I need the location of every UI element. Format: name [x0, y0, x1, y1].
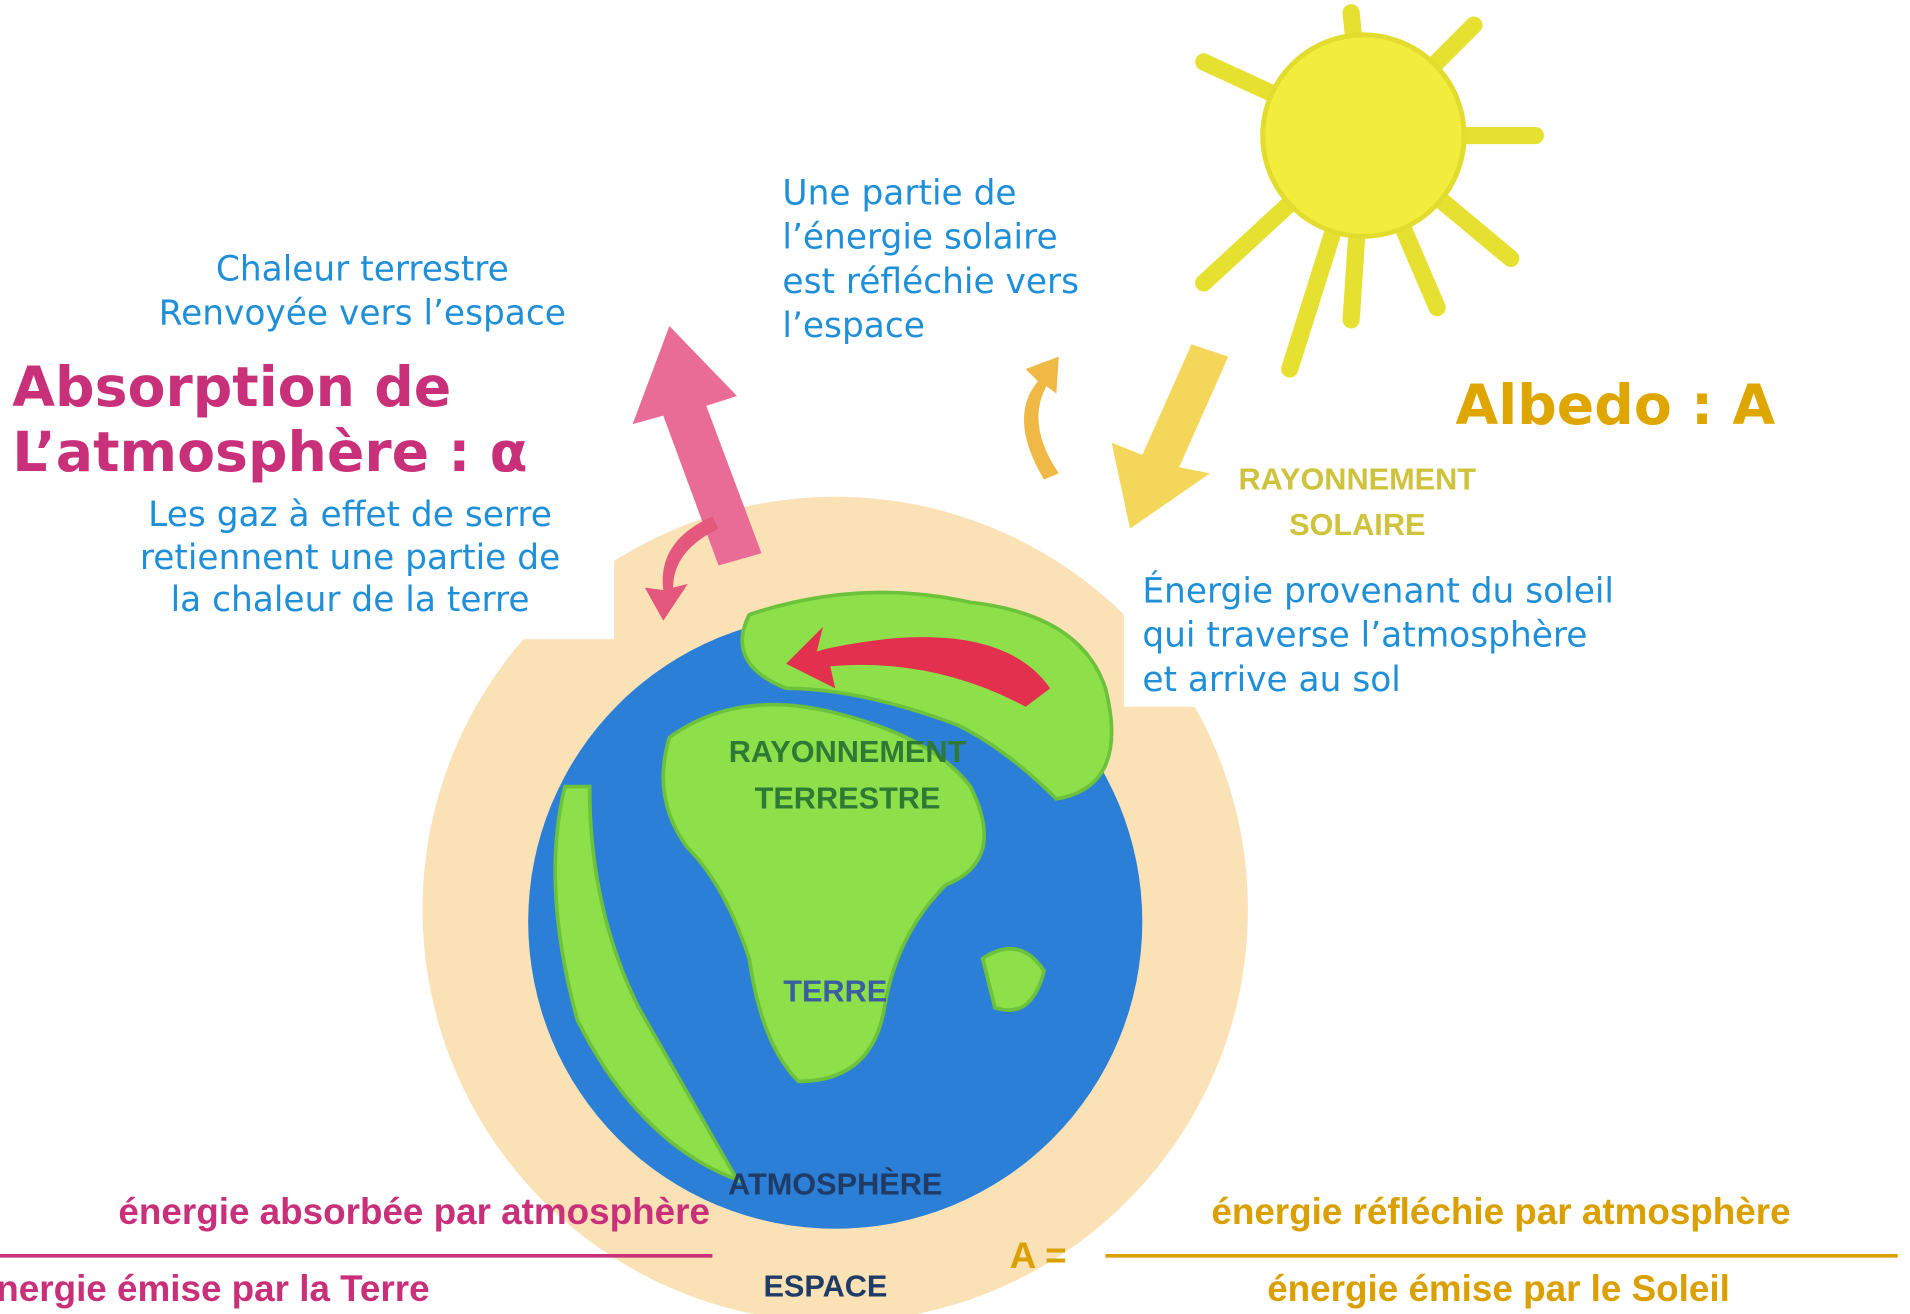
caption: TERRE: [783, 974, 887, 1009]
label: la chaleur de la terre: [171, 580, 530, 620]
formula-denominator: énergie émise par le Soleil: [1267, 1268, 1730, 1309]
solar-arrow: [1112, 344, 1229, 528]
caption: ATMOSPHÈRE: [728, 1166, 942, 1201]
caption: ESPACE: [763, 1268, 887, 1303]
caption: SOLAIRE: [1289, 507, 1425, 542]
formula-numerator: énergie réfléchie par atmosphère: [1211, 1191, 1790, 1232]
formula-lhs: A =: [1010, 1235, 1067, 1276]
label: l’énergie solaire: [782, 218, 1057, 258]
page: Chaleur terrestre Renvoyée vers l’espace…: [0, 0, 1910, 1314]
label: Une partie de: [782, 173, 1016, 213]
formula-denominator: énergie émise par la Terre: [0, 1268, 430, 1309]
heading: L’atmosphère : α: [12, 421, 527, 485]
label: Énergie provenant du soleil: [1142, 570, 1614, 611]
label: est réfléchie vers: [782, 262, 1079, 302]
label: et arrive au sol: [1142, 660, 1401, 700]
label: Les gaz à effet de serre: [148, 495, 552, 535]
formula-numerator: énergie absorbée par atmosphère: [118, 1191, 710, 1232]
diagram: Chaleur terrestre Renvoyée vers l’espace…: [0, 0, 1910, 1314]
caption: TERRESTRE: [755, 781, 941, 816]
label: retiennent une partie de: [140, 538, 560, 578]
heading: Absorption de: [12, 356, 451, 420]
label: l’espace: [782, 306, 924, 346]
caption: RAYONNEMENT: [729, 734, 967, 769]
heading: Albedo : A: [1456, 374, 1776, 438]
caption: RAYONNEMENT: [1238, 461, 1476, 496]
label: qui traverse l’atmosphère: [1142, 616, 1587, 656]
label: Renvoyée vers l’espace: [159, 294, 566, 334]
reflect-arrow: [1024, 357, 1059, 480]
sun-crop: [1142, 0, 1179, 197]
sun: [1263, 35, 1464, 236]
label: Chaleur terrestre: [216, 250, 509, 290]
